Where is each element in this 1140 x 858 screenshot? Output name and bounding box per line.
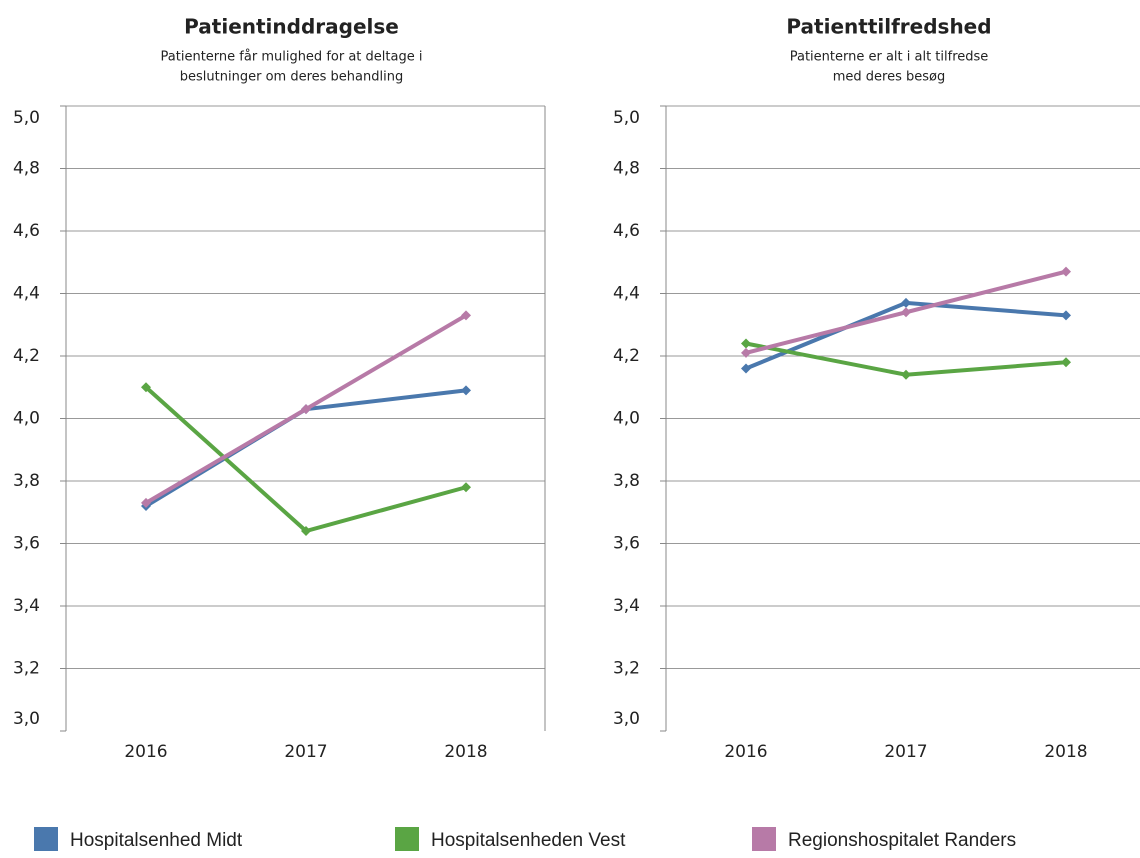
y-tick-label: 3,8: [13, 471, 40, 491]
point-marker: [741, 347, 751, 358]
point-marker: [301, 526, 311, 536]
point-marker: [741, 338, 751, 349]
y-tick-label: 4,0: [613, 409, 640, 429]
y-tick-label: 3,6: [613, 534, 640, 554]
point-marker: [141, 497, 151, 508]
chart-title: Patientinddragelse: [184, 15, 399, 39]
x-tick-label: 2016: [724, 742, 767, 762]
point-marker: [301, 404, 311, 415]
legend-label: Hospitalsenhed Midt: [70, 830, 243, 851]
x-tick-label: 2017: [284, 742, 327, 762]
legend-swatch: [395, 827, 419, 851]
y-tick-label: 4,2: [613, 346, 640, 366]
legend-label: Regionshospitalet Randers: [788, 830, 1016, 851]
point-marker: [901, 297, 911, 308]
legend-swatch: [34, 827, 58, 851]
y-tick-label: 3,2: [13, 659, 40, 679]
y-tick-label: 4,6: [613, 221, 640, 241]
point-marker: [141, 382, 151, 393]
y-tick-label: 4,4: [613, 284, 640, 304]
chart-subtitle: beslutninger om deres behandling: [180, 70, 403, 85]
y-tick-label: 3,4: [613, 596, 640, 616]
y-tick-label: 5,0: [13, 108, 40, 128]
chart-subtitle: med deres besøg: [833, 70, 946, 85]
point-marker: [1061, 357, 1071, 368]
point-marker: [461, 310, 471, 321]
y-tick-label: 3,6: [13, 534, 40, 554]
legend-label: Hospitalsenheden Vest: [431, 830, 626, 851]
chart-subtitle: Patienterne er alt i alt tilfredse: [790, 50, 989, 65]
y-tick-label: 3,4: [13, 596, 40, 616]
y-tick-label: 4,4: [13, 284, 40, 304]
y-tick-label: 4,8: [13, 159, 40, 179]
y-tick-label: 4,2: [13, 346, 40, 366]
chart-subtitle: Patienterne får mulighed for at deltage …: [161, 50, 423, 65]
x-tick-label: 2018: [444, 742, 487, 762]
y-tick-label: 4,0: [13, 409, 40, 429]
y-tick-label: 5,0: [613, 108, 640, 128]
x-tick-label: 2018: [1044, 742, 1087, 762]
chart-title: Patienttilfredshed: [786, 15, 991, 39]
x-tick-label: 2017: [884, 742, 927, 762]
point-marker: [1061, 310, 1071, 321]
point-marker: [741, 363, 751, 374]
y-tick-label: 4,8: [613, 159, 640, 179]
y-tick-label: 3,0: [613, 709, 640, 729]
point-marker: [461, 482, 471, 493]
y-tick-label: 4,6: [13, 221, 40, 241]
point-marker: [901, 307, 911, 318]
y-tick-label: 3,8: [613, 471, 640, 491]
y-tick-label: 3,0: [13, 709, 40, 729]
y-tick-label: 3,2: [613, 659, 640, 679]
x-tick-label: 2016: [124, 742, 167, 762]
point-marker: [1061, 266, 1071, 277]
point-marker: [901, 369, 911, 380]
legend-swatch: [752, 827, 776, 851]
point-marker: [461, 385, 471, 396]
